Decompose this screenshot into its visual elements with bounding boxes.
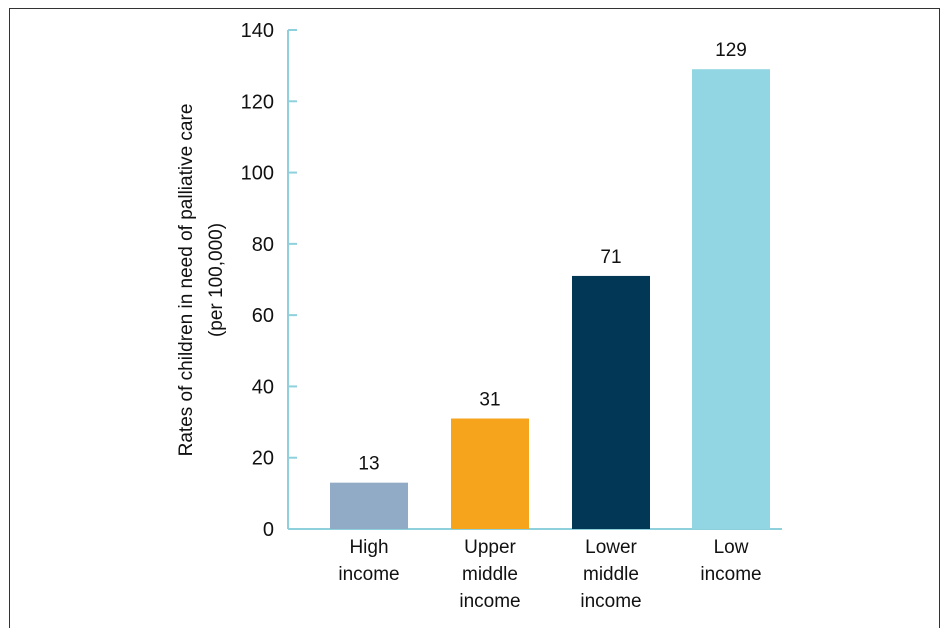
labels: 13 High income 31 Upper middle income 71 Lower mi… [338, 40, 761, 612]
data-label: 31 [479, 390, 500, 411]
x-tick-label: Lower middle income [580, 537, 641, 612]
bar [572, 275, 650, 529]
y-axis-title: Rates of children in need of palliative … [176, 104, 197, 457]
x-tick-label: Low income [700, 537, 761, 585]
data-label: 71 [600, 247, 621, 268]
y-tick-label: 0 [263, 519, 274, 541]
y-tick-label: 40 [252, 376, 274, 398]
y-tick-label: 120 [241, 91, 274, 113]
y-tick-label: 100 [241, 163, 274, 185]
bar [451, 418, 529, 529]
x-tick-label: Upper middle income [459, 537, 520, 612]
bar [330, 482, 408, 529]
data-label: 129 [715, 40, 747, 61]
chart-frame [9, 8, 940, 628]
bar [692, 69, 770, 529]
bars [330, 69, 770, 529]
y-tick-label: 80 [252, 234, 274, 256]
y-tick-label: 140 [241, 20, 274, 42]
y-axis-title: (per 100,000) [206, 223, 227, 337]
x-tick-label: High income [338, 537, 399, 585]
y-axis-label: Rates of children in need of palliative … [176, 104, 227, 457]
y-tick-label: 60 [252, 305, 274, 327]
data-label: 13 [358, 454, 379, 475]
y-tick-label: 20 [252, 448, 274, 470]
